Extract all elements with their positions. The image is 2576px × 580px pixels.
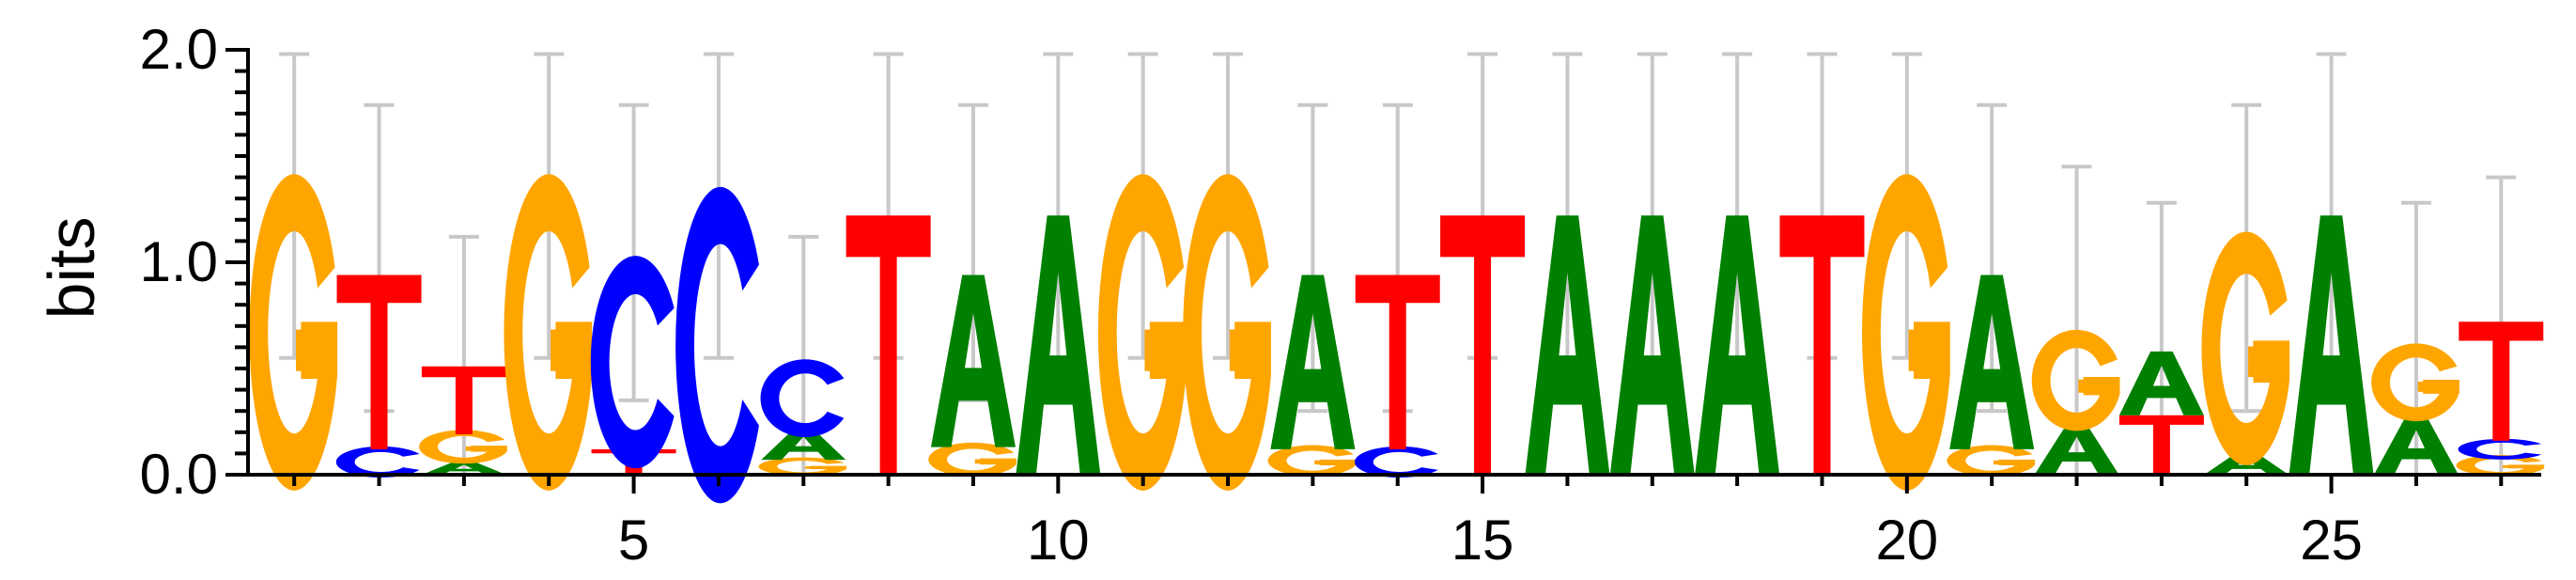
letter-G-pos-26 — [2371, 343, 2460, 422]
letter-G-pos-3 — [419, 430, 507, 464]
letter-T-pos-2 — [336, 274, 422, 449]
stack-position-9 — [928, 274, 1016, 477]
letter-C-pos-14 — [1355, 446, 1438, 478]
letter-G-pos-24 — [2201, 231, 2290, 465]
stack-position-26 — [2371, 343, 2460, 476]
letter-T-pos-23 — [2118, 415, 2204, 475]
y-tick-label: 2.0 — [140, 18, 218, 81]
stack-position-13 — [1267, 274, 1357, 477]
y-tick-label: 0.0 — [140, 443, 218, 506]
stack-position-20 — [1862, 174, 1950, 491]
letter-G-pos-11 — [1097, 174, 1187, 491]
letter-A-pos-24 — [2204, 453, 2289, 475]
stack-position-1 — [249, 174, 338, 491]
letter-A-pos-26 — [2373, 416, 2459, 476]
letter-A-pos-9 — [930, 274, 1016, 447]
letter-A-pos-22 — [2034, 426, 2119, 475]
letter-T-pos-8 — [846, 215, 931, 475]
stack-position-10 — [1016, 215, 1101, 475]
letter-C-pos-7 — [760, 359, 845, 437]
stack-position-7 — [758, 359, 847, 476]
letter-G-pos-7 — [758, 457, 847, 476]
letter-T-pos-15 — [1440, 215, 1526, 475]
error-bar-21 — [1977, 102, 2008, 414]
x-tick-label: 5 — [618, 509, 649, 572]
letter-T-pos-3 — [421, 366, 506, 435]
error-bar-5 — [618, 102, 649, 402]
axes: bits 0.0 1.0 2.0 5 10 15 20 25 — [35, 18, 2541, 572]
letter-G-pos-1 — [249, 174, 338, 491]
stack-position-23 — [2118, 351, 2204, 475]
letter-A-pos-13 — [1270, 274, 1356, 449]
letter-G-pos-13 — [1267, 445, 1357, 477]
letter-A-pos-7 — [761, 430, 846, 461]
letter-G-pos-22 — [2031, 329, 2120, 431]
letter-T-pos-27 — [2459, 321, 2544, 441]
stack-position-18 — [1695, 215, 1780, 475]
stack-position-6 — [675, 186, 759, 504]
stack-position-21 — [1947, 274, 2036, 477]
stack-position-19 — [1779, 215, 1865, 475]
letter-C-pos-5 — [590, 256, 675, 469]
y-axis-label: bits — [35, 217, 108, 320]
stack-position-16 — [1525, 215, 1610, 475]
letter-G-pos-4 — [504, 174, 593, 491]
stack-position-24 — [2201, 231, 2290, 475]
letter-A-pos-10 — [1016, 215, 1101, 475]
letter-A-pos-21 — [1949, 274, 2035, 449]
letter-G-pos-20 — [1862, 174, 1950, 491]
letter-A-pos-17 — [1609, 215, 1695, 475]
stack-position-14 — [1355, 274, 1440, 478]
stack-position-25 — [2289, 215, 2374, 475]
x-tick-label: 10 — [1027, 509, 1090, 572]
letter-A-pos-23 — [2118, 351, 2204, 415]
error-bar-3 — [448, 234, 479, 477]
y-tick-label: 1.0 — [140, 230, 218, 293]
stack-position-4 — [504, 174, 593, 491]
letter-G-pos-9 — [928, 442, 1016, 477]
letter-A-pos-3 — [421, 462, 506, 475]
stack-position-15 — [1440, 215, 1526, 475]
letter-A-pos-25 — [2289, 215, 2374, 475]
x-tick-label: 20 — [1875, 509, 1938, 572]
stack-position-22 — [2031, 329, 2120, 475]
letter-G-pos-12 — [1183, 174, 1271, 491]
stack-position-3 — [419, 366, 507, 475]
stack-position-2 — [335, 274, 422, 478]
letter-stacks — [249, 174, 2545, 504]
letter-A-pos-16 — [1525, 215, 1610, 475]
stack-position-17 — [1609, 215, 1695, 475]
stack-position-8 — [846, 215, 931, 475]
stack-position-11 — [1097, 174, 1187, 491]
letter-C-pos-27 — [2458, 438, 2542, 460]
x-tick-label: 25 — [2300, 509, 2363, 572]
letter-C-pos-6 — [675, 186, 759, 504]
letter-A-pos-18 — [1695, 215, 1780, 475]
letter-T-pos-14 — [1355, 274, 1440, 449]
letter-T-pos-19 — [1779, 215, 1865, 475]
error-bar-13 — [1297, 102, 1328, 414]
letter-G-pos-21 — [1947, 445, 2036, 477]
stack-position-12 — [1183, 174, 1271, 491]
stack-position-27 — [2456, 321, 2545, 477]
stack-position-5 — [590, 256, 676, 475]
x-tick-label: 15 — [1451, 509, 1514, 572]
letter-C-pos-2 — [335, 446, 420, 478]
